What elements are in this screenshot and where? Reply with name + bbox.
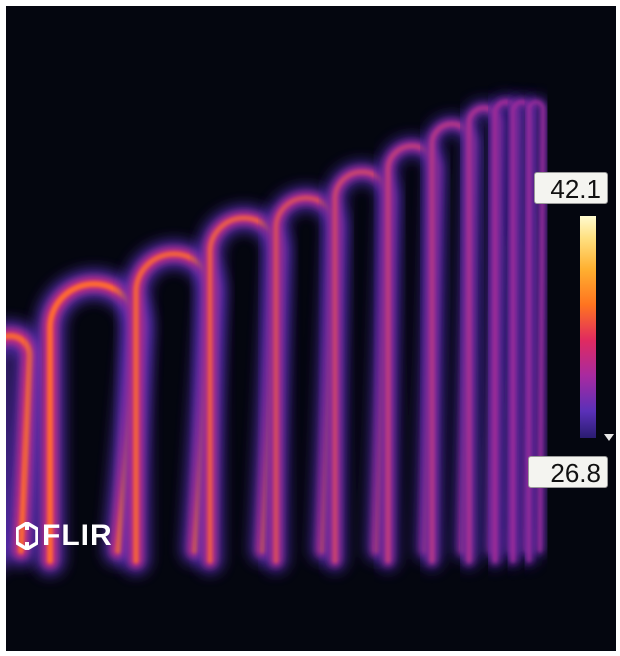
brand-text: FLIR — [42, 519, 113, 552]
scale-max-label: 42.1 — [534, 172, 608, 204]
flir-logo: FLIR — [16, 518, 113, 554]
thermal-image — [6, 6, 616, 651]
heat-loop-core — [6, 333, 34, 554]
temperature-scale-bar — [580, 216, 596, 438]
scale-min-label: 26.8 — [528, 456, 608, 488]
flir-logo-icon — [16, 522, 38, 550]
thermal-image-frame: 42.1 26.8 FLIR — [6, 6, 616, 651]
triangle-down-icon — [604, 434, 614, 441]
heat-loop-core — [527, 100, 545, 563]
